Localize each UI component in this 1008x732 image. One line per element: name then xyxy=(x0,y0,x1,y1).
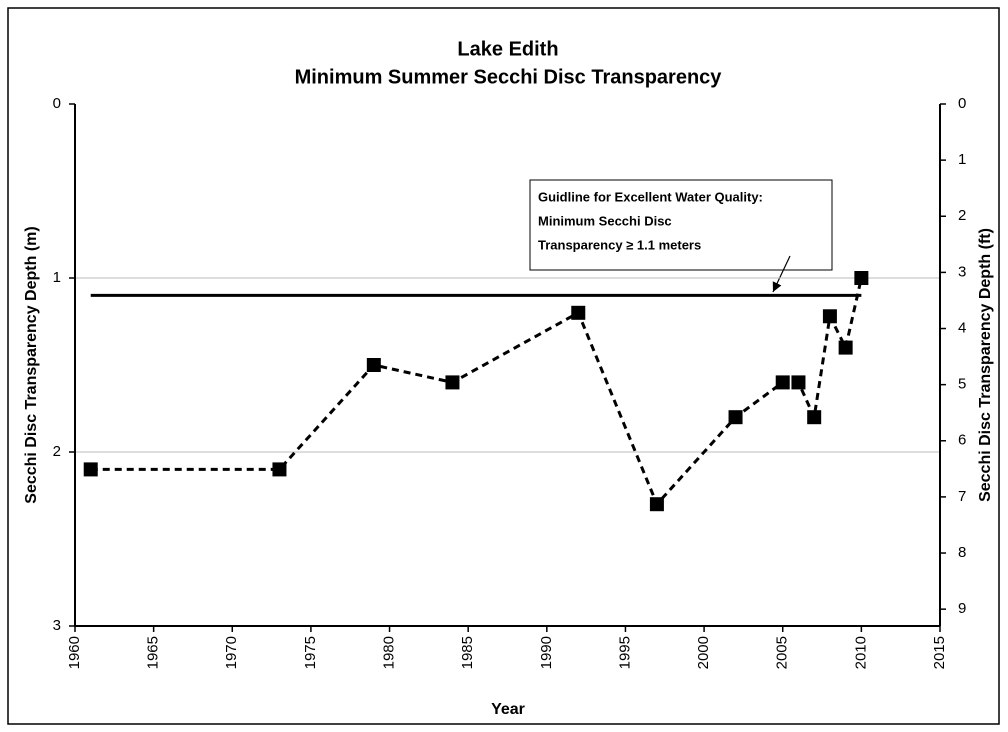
y2-tick-label: 0 xyxy=(958,95,966,112)
marker xyxy=(272,462,287,477)
marker xyxy=(83,462,98,477)
marker xyxy=(445,375,460,390)
y2-axis-label: Secchi Disc Transparency Depth (ft) xyxy=(977,228,994,502)
y2-tick-label: 1 xyxy=(958,151,966,168)
annotation: Minimum Secchi Disc xyxy=(538,213,672,228)
y-tick-label: 3 xyxy=(53,617,61,634)
y2-tick-label: 3 xyxy=(958,263,966,280)
x-tick-label: 2000 xyxy=(695,636,712,669)
annotation-arrow xyxy=(772,255,791,293)
marker xyxy=(649,497,664,512)
marker xyxy=(791,375,806,390)
y2-tick-label: 2 xyxy=(958,207,966,224)
y2-tick-label: 4 xyxy=(958,319,966,336)
y2-tick-label: 9 xyxy=(958,600,966,617)
x-tick-label: 1965 xyxy=(145,636,162,669)
marker xyxy=(571,305,586,320)
data-line xyxy=(90,277,863,507)
y2-tick-label: 7 xyxy=(958,488,966,505)
x-tick-label: 1970 xyxy=(223,636,240,669)
marker xyxy=(775,375,790,390)
chart-title: Lake Edith xyxy=(457,38,558,60)
x-tick-label: 1985 xyxy=(459,636,476,669)
x-tick-label: 1975 xyxy=(302,636,319,669)
marker xyxy=(366,358,381,372)
x-tick-label: 2005 xyxy=(774,636,791,669)
x-tick-label: 1980 xyxy=(381,636,398,669)
annotation: Transparency ≥ 1.1 meters xyxy=(538,237,701,252)
y-axis-label: Secchi Disc Transparency Depth (m) xyxy=(23,226,40,503)
x-tick-label: 2015 xyxy=(931,636,948,669)
y-tick-label: 2 xyxy=(53,443,61,460)
marker xyxy=(822,309,837,324)
x-tick-label: 1960 xyxy=(66,636,83,669)
x-tick-label: 1990 xyxy=(538,636,555,669)
chart-title: Minimum Summer Secchi Disc Transparency xyxy=(295,66,723,88)
x-tick-label: 1995 xyxy=(616,636,633,669)
marker xyxy=(728,410,743,425)
y2-tick-label: 8 xyxy=(958,544,966,561)
y-tick-label: 0 xyxy=(53,95,61,112)
y2-tick-label: 5 xyxy=(958,376,966,393)
marker xyxy=(807,410,822,425)
x-axis-label: Year xyxy=(491,701,525,718)
marker xyxy=(854,271,869,285)
annotation: Guidline for Excellent Water Quality: xyxy=(538,189,763,204)
marker xyxy=(838,340,853,355)
y-tick-label: 1 xyxy=(53,269,61,286)
annotation-box xyxy=(529,179,833,271)
frame xyxy=(7,7,1000,725)
x-tick-label: 2010 xyxy=(852,636,869,669)
y2-tick-label: 6 xyxy=(958,432,966,449)
